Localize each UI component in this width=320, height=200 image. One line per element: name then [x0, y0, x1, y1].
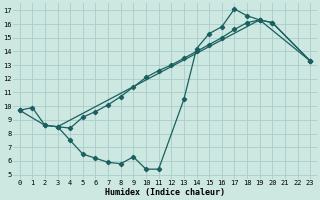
X-axis label: Humidex (Indice chaleur): Humidex (Indice chaleur)	[105, 188, 225, 197]
